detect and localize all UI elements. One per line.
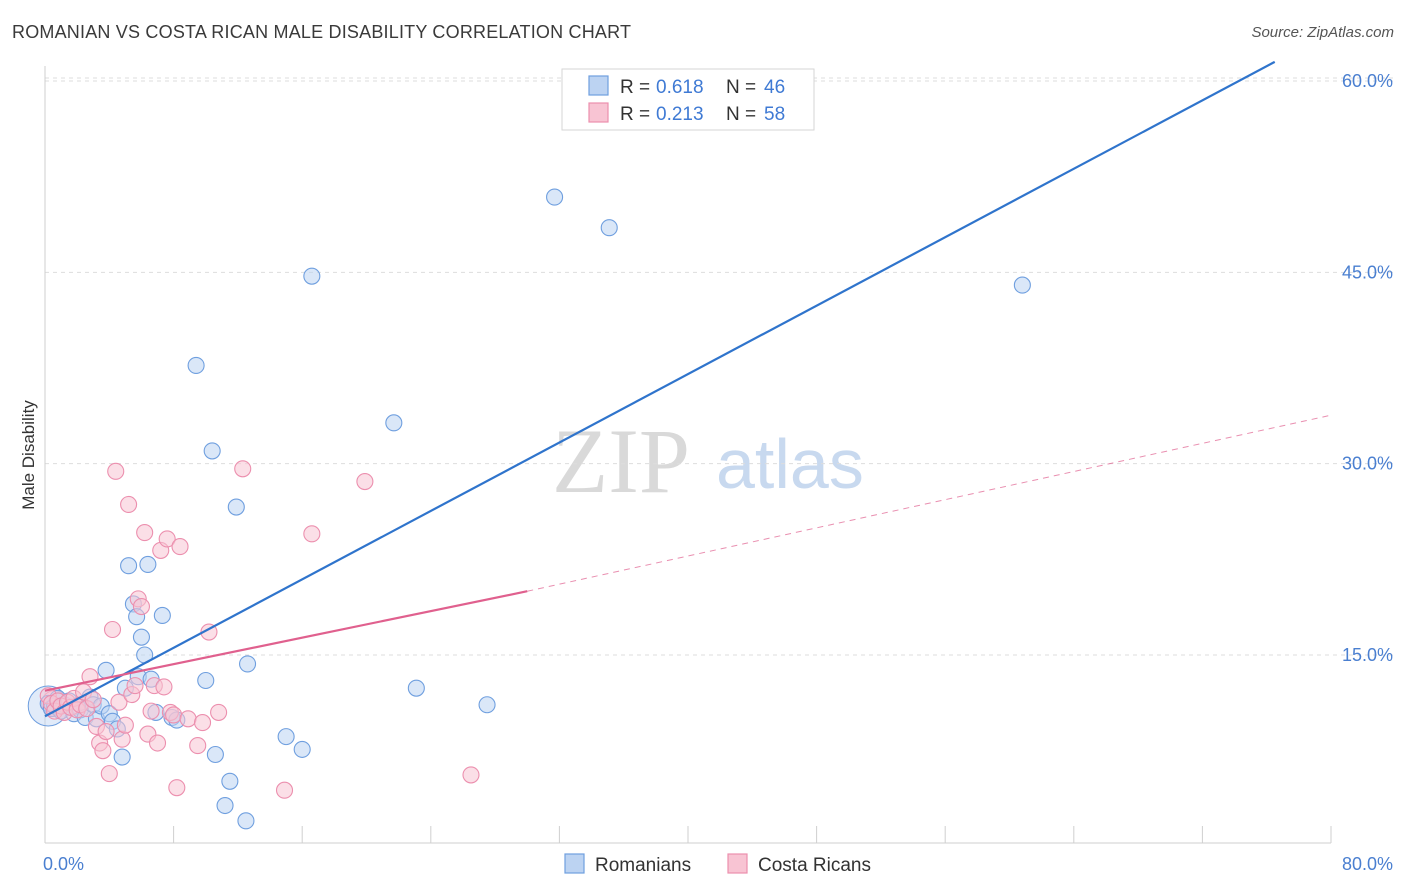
romanian-point [221,772,239,790]
costa-rican-point [179,710,197,728]
costa-rican-point [158,530,176,548]
romanian-point [187,356,205,374]
costa-rican-point [116,716,134,734]
costa-rican-point [107,462,125,480]
romanian-point [197,671,215,690]
romanian-point [303,267,321,285]
costa-rican-point [142,702,160,720]
legend-r-value: 0.618 [656,77,704,98]
costa-rican-point [189,737,207,755]
costa-rican-point [148,734,167,752]
costa-rican-point [97,722,115,741]
legend-bottom: Romanians Costa Ricans [564,853,871,876]
legend-n-value: 46 [764,77,785,98]
x-tick-label: 80.0% [1342,854,1393,874]
y-axis-label: Male Disability [19,400,38,510]
costa-rican-point [171,538,189,556]
romanian-point [385,414,403,432]
trend-lines [44,60,1332,718]
costa-rican-trend-line [44,590,528,692]
y-tick-label: 15.0% [1342,645,1393,665]
romanian-point [293,740,311,758]
costa-rican-point [193,714,212,732]
costa-rican-point [210,703,228,721]
y-tick-label: 30.0% [1342,454,1393,474]
romanian-point [206,745,224,764]
romanian-point [113,748,131,766]
romanian-point [238,655,257,673]
legend-item-costa-ricans: Costa Ricans [758,855,871,876]
legend-item-romanians: Romanians [595,855,691,876]
y-tick-label: 45.0% [1342,262,1393,282]
costa-rican-point [132,597,150,616]
legend-n-value: 58 [764,104,785,125]
costa-rican-point [110,693,128,711]
costa-rican-point [136,523,154,542]
legend-swatch-costa-ricans [588,102,609,123]
scatter-points [27,188,1031,830]
legend-r-label: R = [620,104,650,125]
romanian-point [600,219,618,237]
costa-rican-point [234,460,252,478]
romanian-trend-line [44,60,1276,718]
costa-rican-point [100,765,118,783]
costa-rican-point [303,525,321,543]
legend-swatch-costa-ricans [727,853,748,874]
costa-rican-point [165,706,183,724]
romanian-point [407,679,425,697]
costa-rican-point [120,495,138,514]
source-label: Source: ZipAtlas.com [1251,24,1394,41]
y-tick-label: 60.0% [1342,71,1393,91]
x-tick-label: 0.0% [43,854,84,874]
legend-n-label: N = [726,77,756,98]
legend-r-label: R = [620,77,650,98]
gridlines [45,77,1394,656]
romanian-point [203,442,221,460]
romanian-point [277,728,295,746]
costa-rican-point [94,742,112,760]
costa-rican-trend-extension [527,414,1332,592]
romanian-point [1013,276,1031,294]
romanian-point [227,498,245,516]
romanian-point [132,628,150,646]
romanian-point [237,812,255,830]
legend-top: R = 0.618 N = 46 R = 0.213 N = 58 [561,68,815,131]
watermark-zip: ZIP [552,410,690,512]
costa-rican-point [126,677,144,695]
legend-n-label: N = [726,104,756,125]
chart-title: ROMANIAN VS COSTA RICAN MALE DISABILITY … [12,22,632,42]
costa-rican-point [356,472,374,491]
costa-rican-point [275,781,294,799]
romanian-point [478,696,496,714]
tick-labels: 15.0% 30.0% 45.0% 60.0% 0.0% 80.0% [43,71,1393,874]
costa-rican-point [103,620,122,639]
romanian-point [153,606,171,625]
romanian-point [120,557,138,575]
legend-r-value: 0.213 [656,104,704,125]
costa-rican-point [168,779,186,797]
legend-swatch-romanians [564,853,585,874]
costa-rican-point [462,766,480,784]
legend-swatch-romanians [588,75,609,96]
costa-rican-point [113,730,131,748]
romanian-point [139,555,157,573]
romanian-point [216,796,234,815]
costa-rican-point [155,678,173,696]
romanian-point [546,188,564,206]
